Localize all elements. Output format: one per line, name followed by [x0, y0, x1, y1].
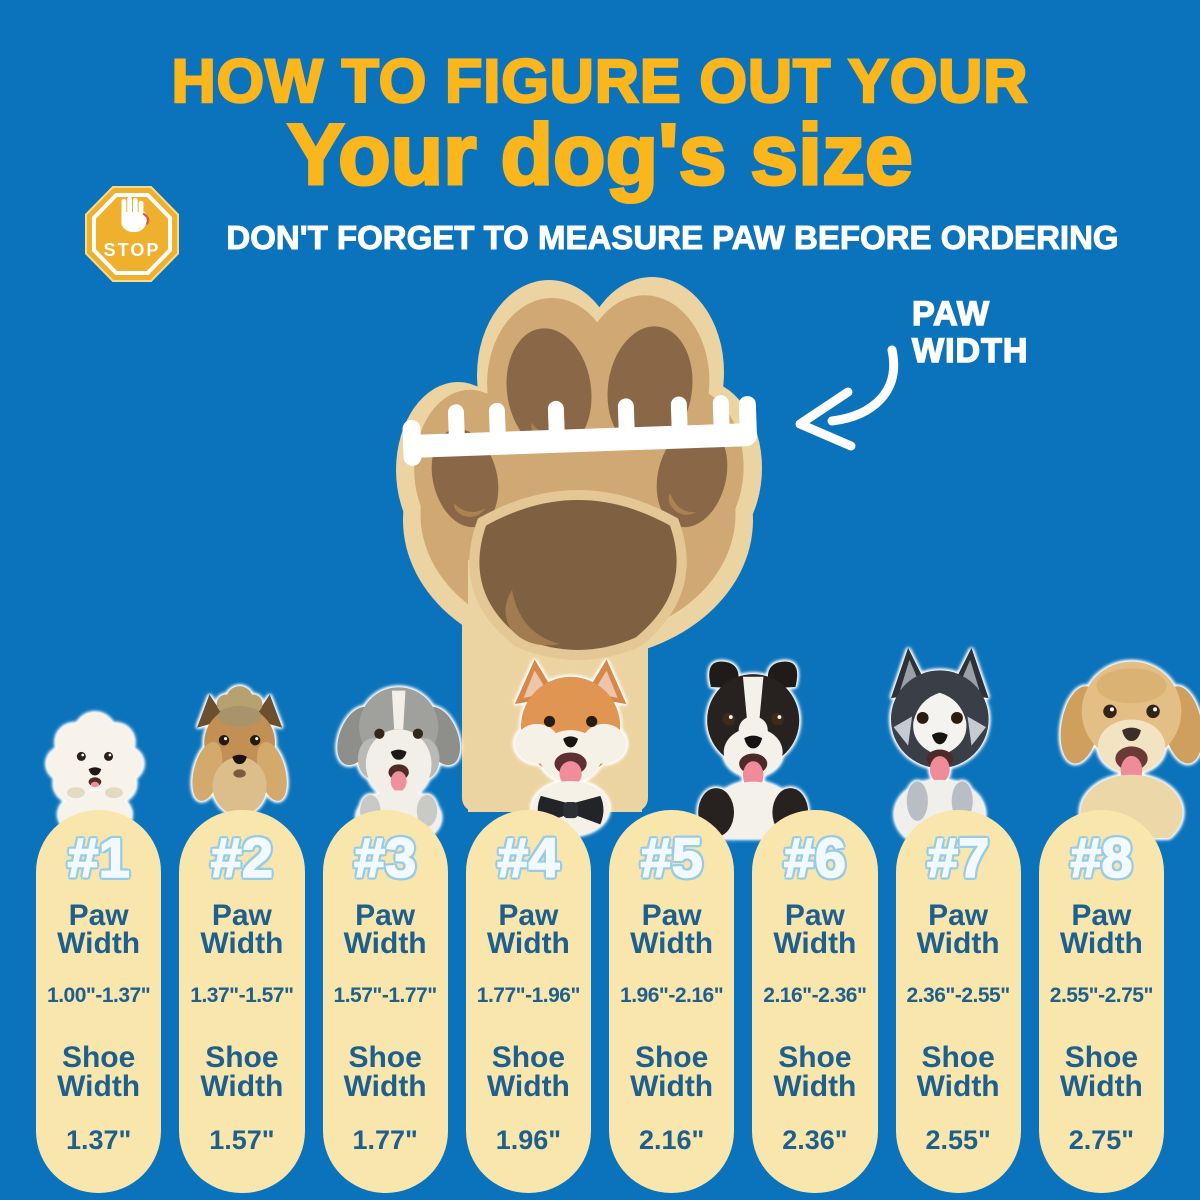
size-column: #5 Paw Width 1.96"-2.16" Shoe Width 2.16… — [609, 810, 735, 1193]
paw-width-range: 2.16"-2.36" — [763, 984, 867, 1008]
paw-width-label: Paw Width — [486, 899, 570, 961]
paw-width-range: 1.96"-2.16" — [620, 984, 724, 1008]
size-number: #7 — [926, 826, 990, 889]
paw-width-callout-line2: WIDTH — [911, 331, 1029, 370]
paw-width-label: Paw Width — [916, 899, 1000, 961]
shoe-width-value: 2.55" — [925, 1124, 991, 1155]
paw-width-callout: PAW WIDTH — [911, 295, 1029, 370]
shoe-width-label: Shoe Width — [916, 1041, 1000, 1103]
size-columns-row: #1 Paw Width 1.00"-1.37" Shoe Width 1.37… — [0, 810, 1200, 1193]
shoe-width-value: 2.75" — [1068, 1124, 1135, 1155]
dog-photo-border-collie — [670, 646, 836, 838]
paw-width-label: Paw Width — [630, 899, 714, 961]
page-title: HOW TO FIGURE OUT YOUR — [170, 46, 1029, 117]
size-number: #8 — [1069, 826, 1133, 889]
paw-width-range: 1.37"-1.57" — [190, 984, 294, 1008]
shoe-width-value: 1.77" — [352, 1124, 418, 1155]
shoe-width-label: Shoe Width — [57, 1041, 141, 1103]
shoe-width-label: Shoe Width — [630, 1041, 714, 1103]
size-number: #5 — [640, 826, 704, 889]
size-number: #1 — [67, 826, 131, 889]
dog-photos-row — [0, 626, 1200, 838]
stop-label: STOP — [103, 240, 161, 260]
shoe-width-value: 1.57" — [209, 1124, 275, 1155]
dog-photo-yorkshire-terrier — [172, 682, 307, 838]
stop-sign: STOP — [85, 186, 179, 282]
curved-arrow-icon — [795, 345, 899, 451]
size-column: #1 Paw Width 1.00"-1.37" Shoe Width 1.37… — [36, 810, 162, 1193]
shoe-width-value: 2.16" — [638, 1124, 705, 1155]
size-column: #4 Paw Width 1.77"-1.96" Shoe Width 1.96… — [465, 810, 591, 1193]
measuring-ruler-icon — [402, 395, 757, 466]
size-column: #3 Paw Width 1.57"-1.77" Shoe Width 1.77… — [322, 810, 448, 1193]
paw-width-callout-line1: PAW — [911, 295, 990, 333]
shoe-width-label: Shoe Width — [343, 1041, 427, 1103]
shoe-width-label: Shoe Width — [773, 1041, 857, 1103]
paw-width-range: 2.36"-2.55" — [906, 984, 1011, 1008]
shoe-width-value: 1.96" — [495, 1124, 562, 1155]
dog-photo-golden-retriever — [1044, 636, 1200, 838]
shoe-width-value: 2.36" — [782, 1124, 848, 1155]
size-number: #3 — [353, 826, 417, 889]
paw-width-label: Paw Width — [773, 899, 857, 961]
paw-toe-pads — [431, 326, 728, 660]
size-number: #4 — [496, 826, 560, 889]
size-column: #8 Paw Width 2.55"-2.75" Shoe Width 2.75… — [1038, 810, 1164, 1193]
size-column: #6 Paw Width 2.16"-2.36" Shoe Width 2.36… — [752, 810, 878, 1193]
paw-width-range: 1.00"-1.37" — [47, 984, 151, 1008]
paw-width-label: Paw Width — [57, 899, 141, 961]
paw-width-label: Paw Width — [1059, 899, 1143, 961]
size-column: #2 Paw Width 1.37"-1.57" Shoe Width 1.57… — [179, 810, 305, 1193]
stop-hand-icon — [121, 196, 150, 233]
dog-photo-siberian-husky — [854, 640, 1026, 838]
size-number: #6 — [783, 826, 847, 889]
paw-width-range: 1.57"-1.77" — [333, 984, 438, 1008]
paw-width-label: Paw Width — [200, 899, 284, 961]
size-number: #2 — [210, 826, 274, 889]
paw-width-range: 1.77"-1.96" — [476, 984, 581, 1008]
paw-width-range: 2.55"-2.75" — [1049, 984, 1154, 1008]
shoe-width-label: Shoe Width — [1059, 1041, 1143, 1103]
warning-text: DON'T FORGET TO MEASURE PAW BEFORE ORDER… — [226, 219, 1119, 257]
page-subtitle: Your dog's size — [286, 106, 915, 205]
dog-photo-shiba-inu — [490, 652, 651, 838]
dog-photo-bichon-frise — [36, 702, 154, 838]
paw-width-label: Paw Width — [343, 899, 427, 961]
shoe-width-value: 1.37" — [65, 1124, 132, 1155]
shoe-width-label: Shoe Width — [200, 1041, 284, 1103]
shoe-width-label: Shoe Width — [486, 1041, 570, 1103]
size-column: #7 Paw Width 2.36"-2.55" Shoe Width 2.55… — [895, 810, 1021, 1193]
